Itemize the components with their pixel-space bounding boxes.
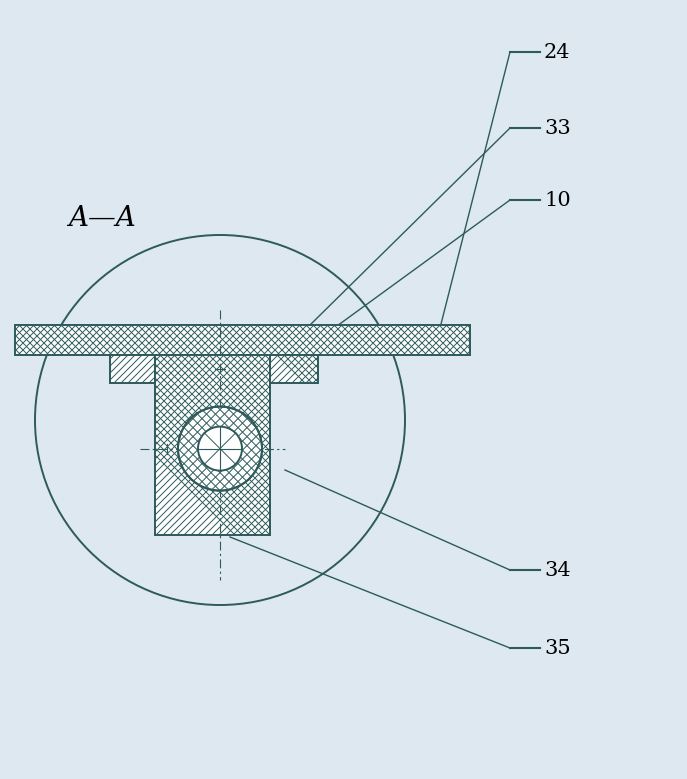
Text: 33: 33: [544, 118, 571, 138]
Text: 24: 24: [544, 43, 570, 62]
Bar: [270, 355, 318, 383]
Circle shape: [198, 427, 242, 471]
Text: A—A: A—A: [68, 205, 136, 231]
Text: 34: 34: [544, 561, 571, 580]
Circle shape: [178, 407, 262, 491]
Bar: [15, 325, 470, 355]
Bar: [155, 355, 270, 535]
Text: 35: 35: [544, 639, 571, 657]
Text: 10: 10: [544, 191, 571, 210]
Bar: [110, 355, 155, 383]
